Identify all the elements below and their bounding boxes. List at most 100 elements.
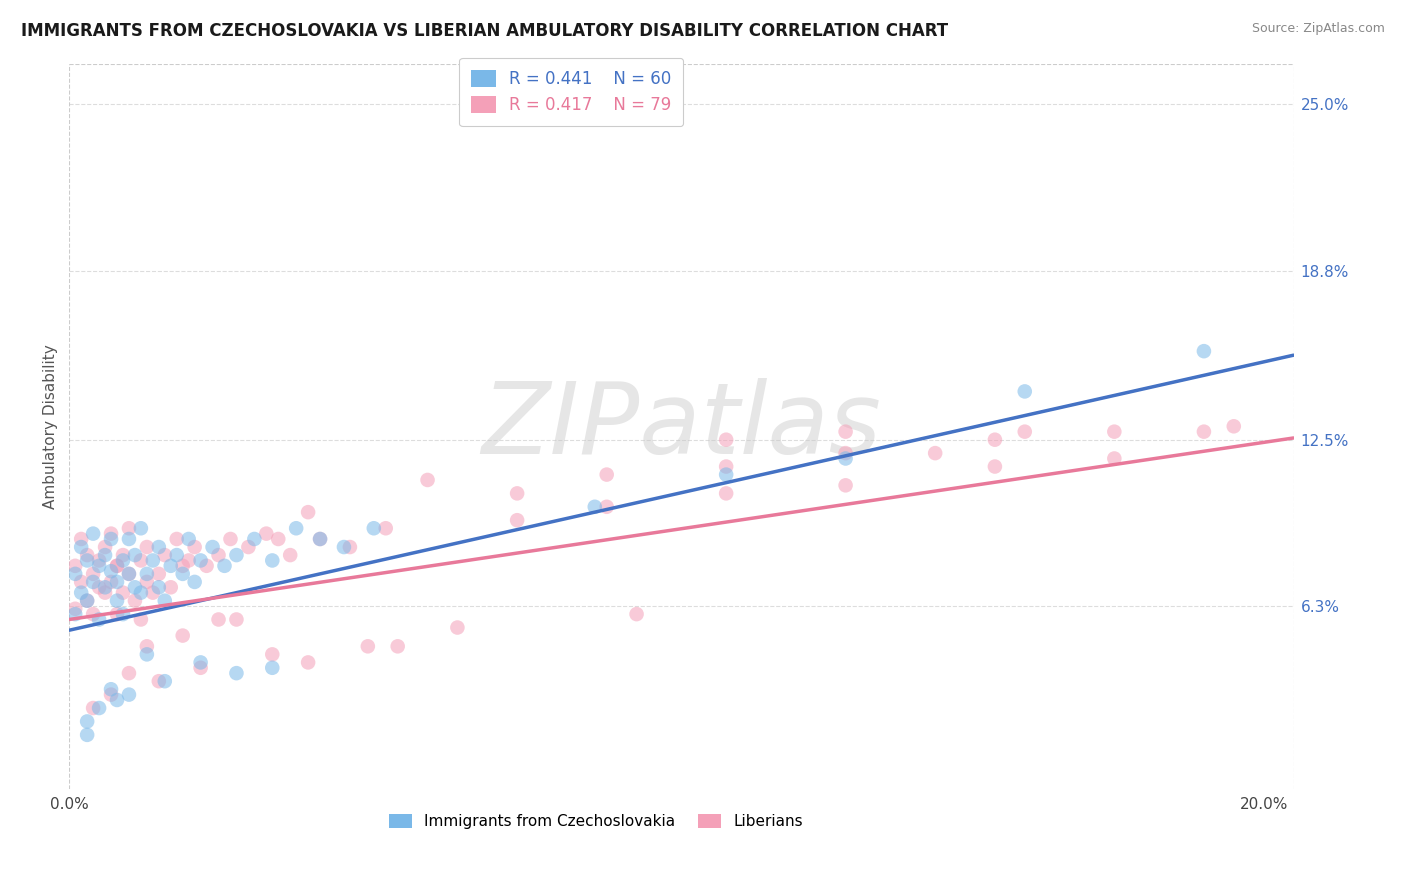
Point	[183, 540, 205, 554]
Point	[100, 682, 122, 697]
Point	[159, 558, 181, 573]
Point	[76, 714, 98, 729]
Point	[225, 666, 247, 681]
Point	[105, 607, 128, 621]
Point	[111, 553, 134, 567]
Point	[1192, 344, 1215, 359]
Point	[1104, 451, 1126, 466]
Point	[333, 540, 356, 554]
Point	[76, 593, 98, 607]
Point	[596, 467, 619, 482]
Point	[142, 585, 165, 599]
Point	[626, 607, 648, 621]
Point	[87, 701, 110, 715]
Point	[262, 648, 284, 662]
Point	[339, 540, 361, 554]
Point	[70, 585, 93, 599]
Point	[195, 558, 218, 573]
Point	[387, 640, 409, 654]
Point	[124, 593, 146, 607]
Point	[834, 446, 856, 460]
Point	[363, 521, 385, 535]
Point	[596, 500, 619, 514]
Point	[94, 585, 117, 599]
Point	[1014, 425, 1036, 439]
Point	[446, 621, 468, 635]
Point	[76, 553, 98, 567]
Point	[984, 459, 1007, 474]
Point	[262, 661, 284, 675]
Point	[297, 505, 319, 519]
Point	[1014, 384, 1036, 399]
Point	[416, 473, 439, 487]
Point	[135, 648, 157, 662]
Point	[190, 553, 212, 567]
Point	[82, 574, 104, 589]
Point	[924, 446, 946, 460]
Point	[124, 548, 146, 562]
Point	[76, 728, 98, 742]
Point	[94, 580, 117, 594]
Point	[70, 540, 93, 554]
Point	[87, 580, 110, 594]
Point	[207, 548, 229, 562]
Point	[118, 521, 141, 535]
Point	[714, 459, 737, 474]
Point	[583, 500, 606, 514]
Legend: Immigrants from Czechoslovakia, Liberians: Immigrants from Czechoslovakia, Liberian…	[382, 808, 808, 835]
Point	[309, 532, 332, 546]
Point	[87, 612, 110, 626]
Point	[714, 467, 737, 482]
Point	[70, 532, 93, 546]
Point	[105, 558, 128, 573]
Point	[118, 566, 141, 581]
Point	[111, 607, 134, 621]
Point	[1104, 425, 1126, 439]
Point	[177, 553, 200, 567]
Point	[63, 566, 86, 581]
Point	[309, 532, 332, 546]
Text: ZIPatlas: ZIPatlas	[481, 378, 882, 475]
Point	[374, 521, 396, 535]
Point	[118, 666, 141, 681]
Point	[118, 566, 141, 581]
Point	[129, 612, 152, 626]
Point	[148, 540, 170, 554]
Point	[190, 656, 212, 670]
Point	[100, 574, 122, 589]
Point	[105, 593, 128, 607]
Point	[214, 558, 236, 573]
Point	[506, 513, 529, 527]
Point	[111, 585, 134, 599]
Point	[82, 566, 104, 581]
Point	[82, 607, 104, 621]
Point	[267, 532, 290, 546]
Point	[124, 580, 146, 594]
Point	[262, 553, 284, 567]
Point	[87, 553, 110, 567]
Point	[357, 640, 380, 654]
Point	[82, 701, 104, 715]
Point	[153, 548, 176, 562]
Point	[1223, 419, 1246, 434]
Point	[225, 548, 247, 562]
Point	[118, 532, 141, 546]
Point	[714, 433, 737, 447]
Point	[129, 585, 152, 599]
Point	[254, 526, 277, 541]
Point	[834, 451, 856, 466]
Point	[238, 540, 260, 554]
Point	[148, 674, 170, 689]
Point	[100, 526, 122, 541]
Point	[285, 521, 308, 535]
Point	[225, 612, 247, 626]
Point	[190, 661, 212, 675]
Point	[207, 612, 229, 626]
Point	[76, 593, 98, 607]
Point	[129, 521, 152, 535]
Point	[1192, 425, 1215, 439]
Point	[219, 532, 242, 546]
Point	[278, 548, 301, 562]
Point	[135, 540, 157, 554]
Point	[297, 656, 319, 670]
